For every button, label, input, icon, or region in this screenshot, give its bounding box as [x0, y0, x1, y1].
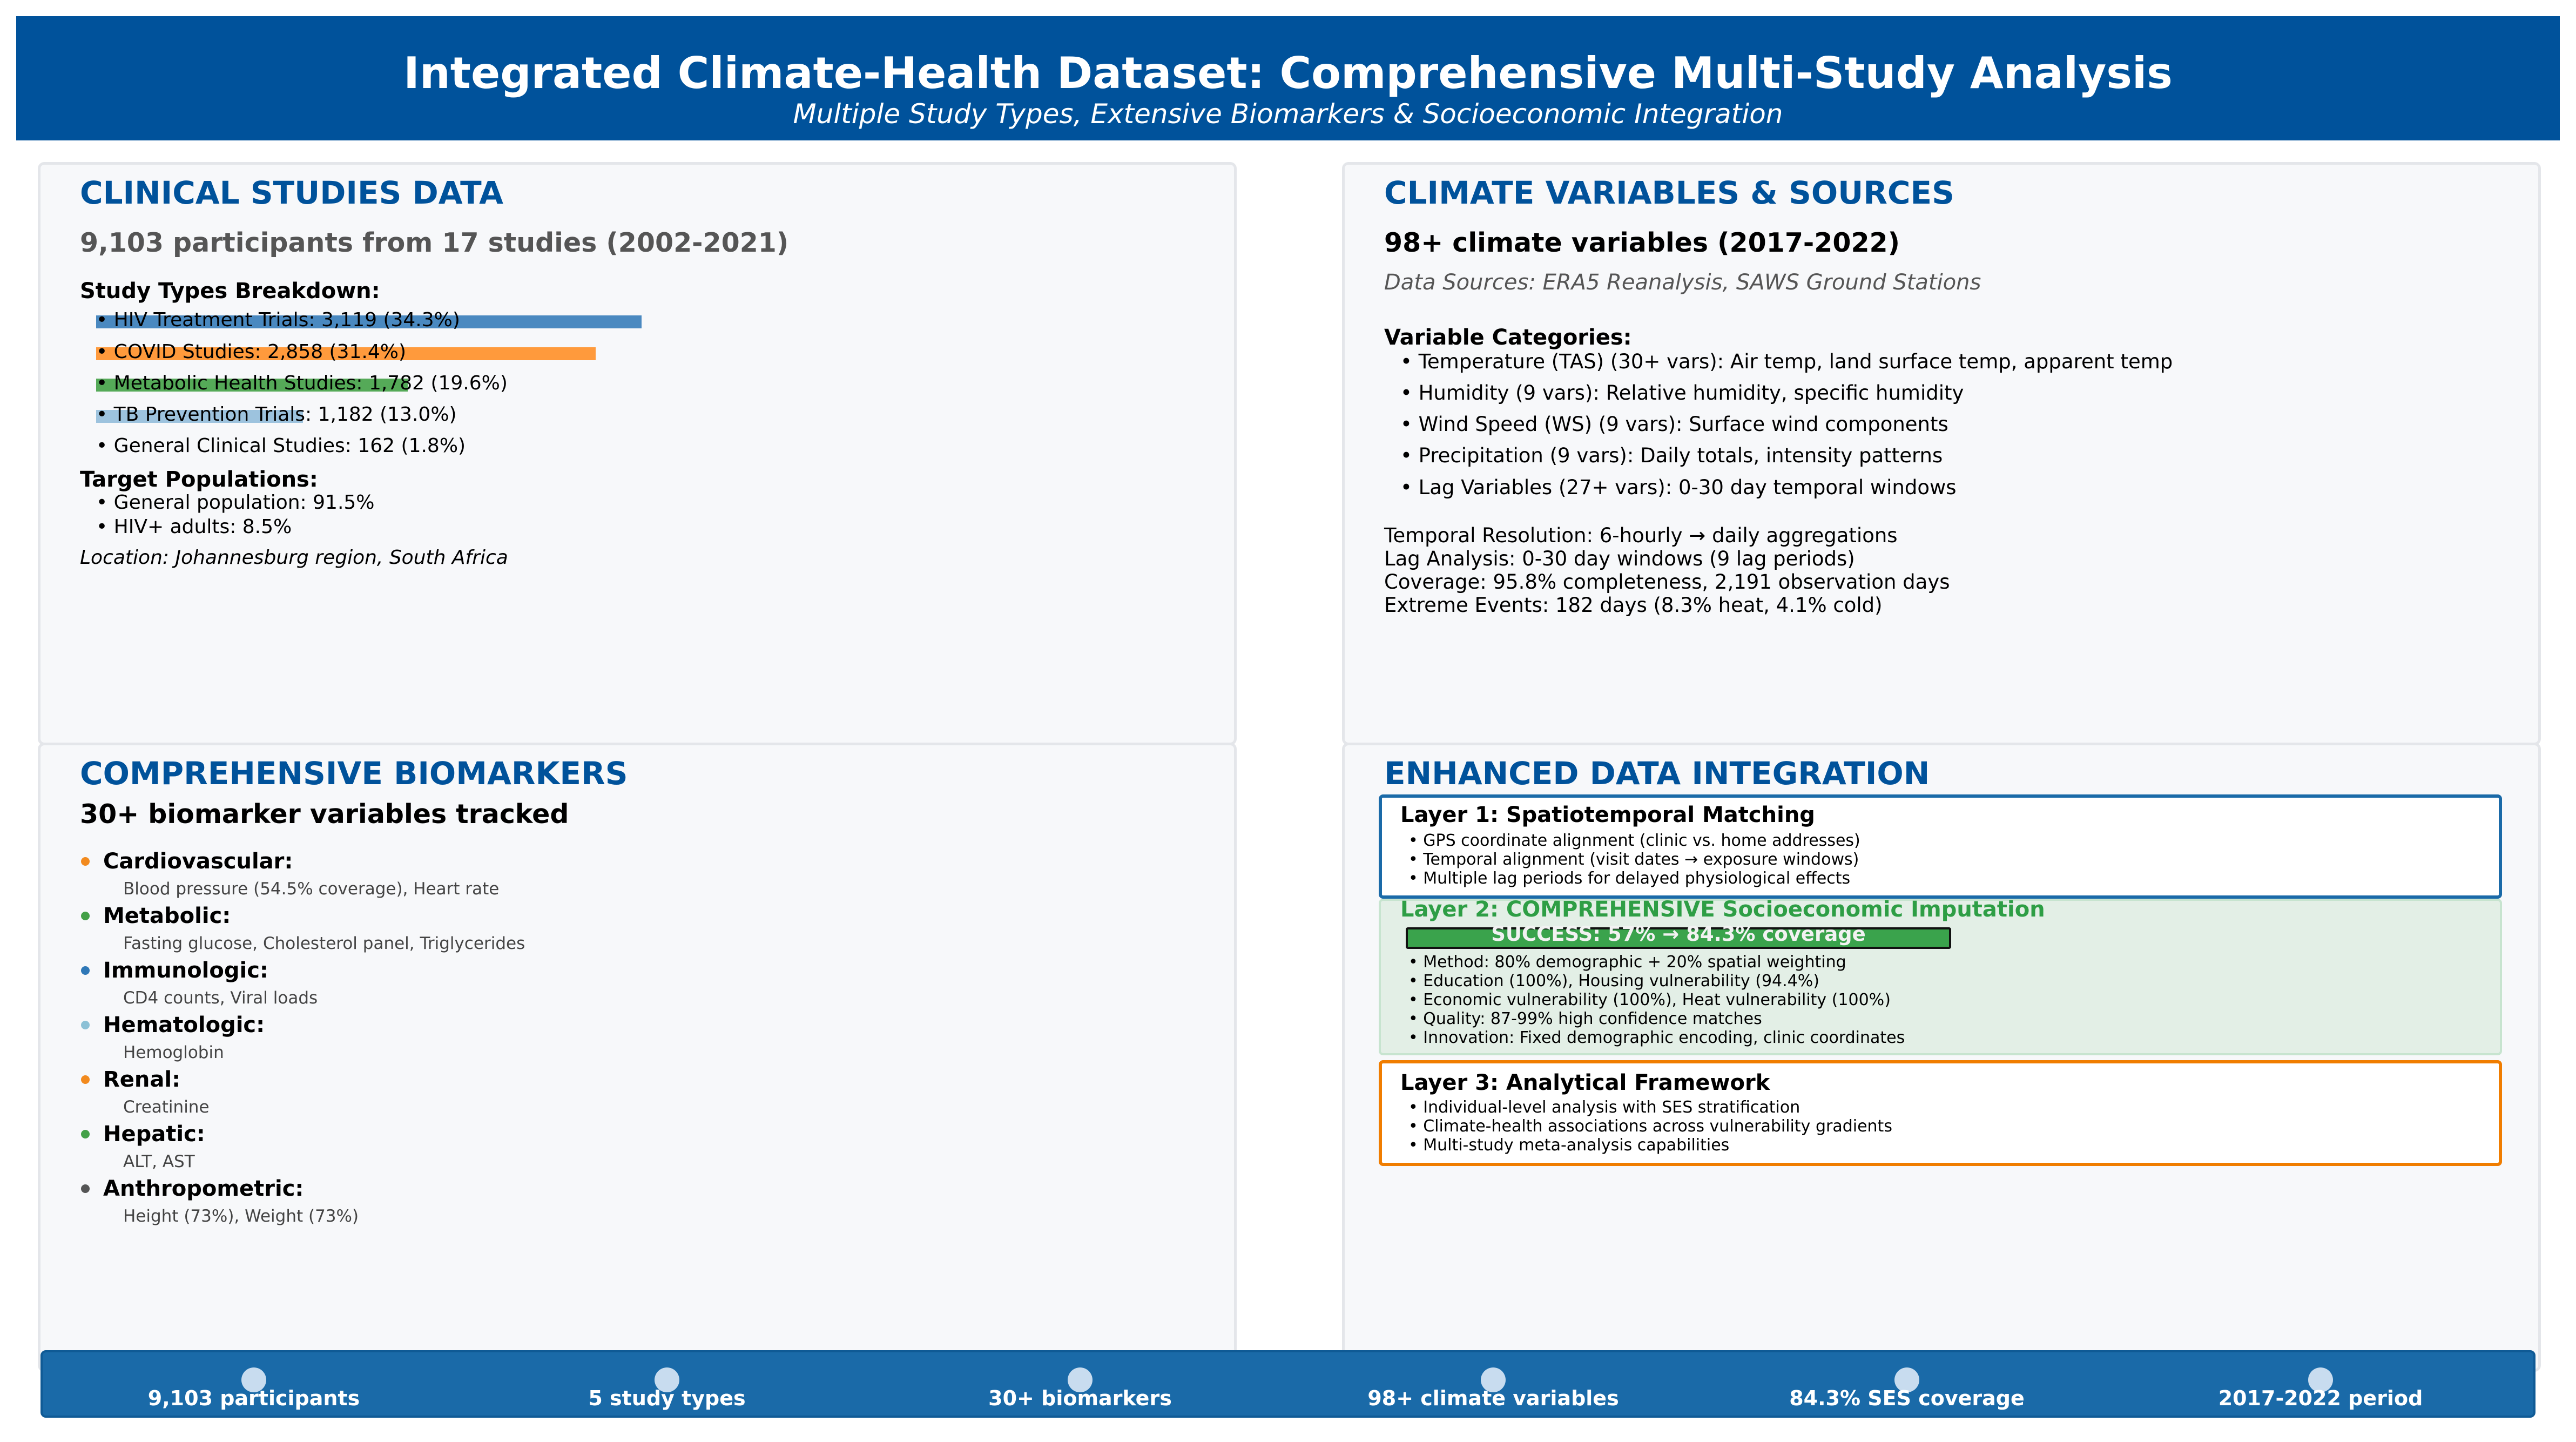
stat-marker-icon: [1068, 1367, 1093, 1392]
study-type-label: • COVID Studies: 2,858 (31.4%): [96, 341, 406, 363]
biomarker-group-name: Immunologic:: [103, 958, 268, 983]
target-populations-heading: Target Populations:: [80, 467, 318, 492]
population-item: • HIV+ adults: 8.5%: [96, 516, 292, 538]
page-subtitle: Multiple Study Types, Extensive Biomarke…: [793, 98, 1783, 130]
variable-categories-heading: Variable Categories:: [1384, 325, 1632, 350]
layer3-title: Layer 3: Analytical Framework: [1400, 1070, 1770, 1095]
layer2-title: Layer 2: COMPREHENSIVE Socioeconomic Imp…: [1400, 897, 2045, 922]
layer3-item: • Multi-study meta-analysis capabilities: [1408, 1136, 1730, 1155]
biomarker-group-dot: [81, 1075, 90, 1084]
variable-category-item: • Wind Speed (WS) (9 vars): Surface wind…: [1400, 413, 1948, 436]
variable-category-item: • Lag Variables (27+ vars): 0-30 day tem…: [1400, 476, 1957, 499]
study-type-bar: [96, 347, 596, 360]
clinical-studies-panel: [38, 162, 1237, 745]
footer-stat: 5 study types: [588, 1386, 746, 1410]
layer1-item: • GPS coordinate alignment (clinic vs. h…: [1408, 831, 1860, 850]
study-type-label: • Metabolic Health Studies: 1,782 (19.6%…: [96, 372, 508, 394]
biomarker-group-name: Hepatic:: [103, 1122, 205, 1147]
study-type-bar: [96, 315, 642, 328]
study-types-heading: Study Types Breakdown:: [80, 279, 380, 304]
layer3-item: • Climate-health associations across vul…: [1408, 1117, 1892, 1136]
biomarker-group-items: CD4 counts, Viral loads: [123, 988, 318, 1008]
climate-variables-panel: [1342, 162, 2541, 745]
footer-stats-bar: [41, 1350, 2535, 1418]
biomarker-group-items: ALT, AST: [123, 1152, 195, 1171]
study-type-label: • HIV Treatment Trials: 3,119 (34.3%): [96, 309, 460, 331]
footer-stat: 2017-2022 period: [2218, 1386, 2423, 1410]
climate-summary: 98+ climate variables (2017-2022): [1384, 227, 1900, 258]
climate-detail: Extreme Events: 182 days (8.3% heat, 4.1…: [1384, 594, 1883, 617]
biomarker-group-items: Hemoglobin: [123, 1043, 224, 1062]
biomarker-group-dot: [81, 966, 90, 975]
study-type-bar: [96, 410, 303, 423]
climate-detail: Lag Analysis: 0-30 day windows (9 lag pe…: [1384, 547, 1855, 570]
layer3-item: • Individual-level analysis with SES str…: [1408, 1098, 1800, 1117]
layer2-item: • Method: 80% demographic + 20% spatial …: [1408, 953, 1846, 972]
stat-marker-icon: [2308, 1367, 2333, 1392]
layer2-item: • Education (100%), Housing vulnerabilit…: [1408, 972, 1819, 990]
layer2-item: • Innovation: Fixed demographic encoding…: [1408, 1028, 1905, 1047]
variable-category-item: • Precipitation (9 vars): Daily totals, …: [1400, 444, 1943, 467]
biomarker-group-dot: [81, 1184, 90, 1193]
biomarker-group-items: Creatinine: [123, 1097, 210, 1117]
biomarkers-summary: 30+ biomarker variables tracked: [80, 799, 569, 830]
layer1-box: [1379, 794, 2502, 899]
clinical-summary: 9,103 participants from 17 studies (2002…: [80, 227, 789, 258]
stat-marker-icon: [1894, 1367, 1919, 1392]
biomarker-group-name: Cardiovascular:: [103, 849, 293, 874]
biomarker-group-name: Renal:: [103, 1067, 181, 1092]
layer2-box: [1379, 899, 2502, 1055]
study-location: Location: Johannesburg region, South Afr…: [80, 547, 508, 569]
biomarker-group-items: Fasting glucose, Cholesterol panel, Trig…: [123, 934, 525, 953]
layer2-item: • Quality: 87-99% high confidence matche…: [1408, 1009, 1762, 1028]
biomarker-group-dot: [81, 1130, 90, 1138]
biomarker-group-name: Hematologic:: [103, 1013, 265, 1037]
biomarker-group-dot: [81, 1021, 90, 1029]
biomarker-group-items: Blood pressure (54.5% coverage), Heart r…: [123, 879, 500, 899]
layer1-item: • Multiple lag periods for delayed physi…: [1408, 869, 1851, 888]
climate-panel-title: CLIMATE VARIABLES & SOURCES: [1384, 174, 1954, 211]
header-banner: Integrated Climate-Health Dataset: Compr…: [16, 16, 2560, 140]
biomarker-group-name: Anthropometric:: [103, 1176, 304, 1201]
population-item: • General population: 91.5%: [96, 491, 375, 514]
biomarker-group-dot: [81, 857, 90, 866]
footer-stat: 84.3% SES coverage: [1789, 1386, 2025, 1410]
integration-panel-title: ENHANCED DATA INTEGRATION: [1384, 755, 1930, 792]
study-type-bar: [96, 441, 125, 454]
study-type-bar: [96, 379, 408, 392]
climate-detail: Temporal Resolution: 6-hourly → daily ag…: [1384, 524, 1898, 547]
footer-stat: 9,103 participants: [147, 1386, 360, 1410]
biomarker-group-items: Height (73%), Weight (73%): [123, 1207, 359, 1226]
biomarker-group-dot: [81, 912, 90, 920]
biomarkers-panel-title: COMPREHENSIVE BIOMARKERS: [80, 755, 628, 792]
stat-marker-icon: [1481, 1367, 1506, 1392]
stat-marker-icon: [655, 1367, 679, 1392]
clinical-panel-title: CLINICAL STUDIES DATA: [80, 174, 504, 211]
climate-detail: Coverage: 95.8% completeness, 2,191 obse…: [1384, 570, 1950, 594]
page-title: Integrated Climate-Health Dataset: Compr…: [403, 48, 2173, 98]
climate-data-sources: Data Sources: ERA5 Reanalysis, SAWS Grou…: [1384, 270, 1981, 295]
variable-category-item: • Humidity (9 vars): Relative humidity, …: [1400, 381, 1964, 405]
layer1-title: Layer 1: Spatiotemporal Matching: [1400, 803, 1815, 827]
variable-category-item: • Temperature (TAS) (30+ vars): Air temp…: [1400, 350, 2173, 373]
layer2-item: • Economic vulnerability (100%), Heat vu…: [1408, 990, 1891, 1009]
footer-stat: 30+ biomarkers: [988, 1386, 1172, 1410]
success-coverage-label: SUCCESS: 57% → 84.3% coverage: [1491, 922, 1866, 946]
success-coverage-bar: [1406, 927, 1951, 949]
layer3-box: [1379, 1060, 2502, 1166]
footer-stat: 98+ climate variables: [1367, 1386, 1619, 1410]
study-type-label: • General Clinical Studies: 162 (1.8%): [96, 435, 466, 457]
layer1-item: • Temporal alignment (visit dates → expo…: [1408, 850, 1859, 869]
stat-marker-icon: [241, 1367, 266, 1392]
study-type-label: • TB Prevention Trials: 1,182 (13.0%): [96, 403, 457, 426]
biomarker-group-name: Metabolic:: [103, 904, 231, 928]
